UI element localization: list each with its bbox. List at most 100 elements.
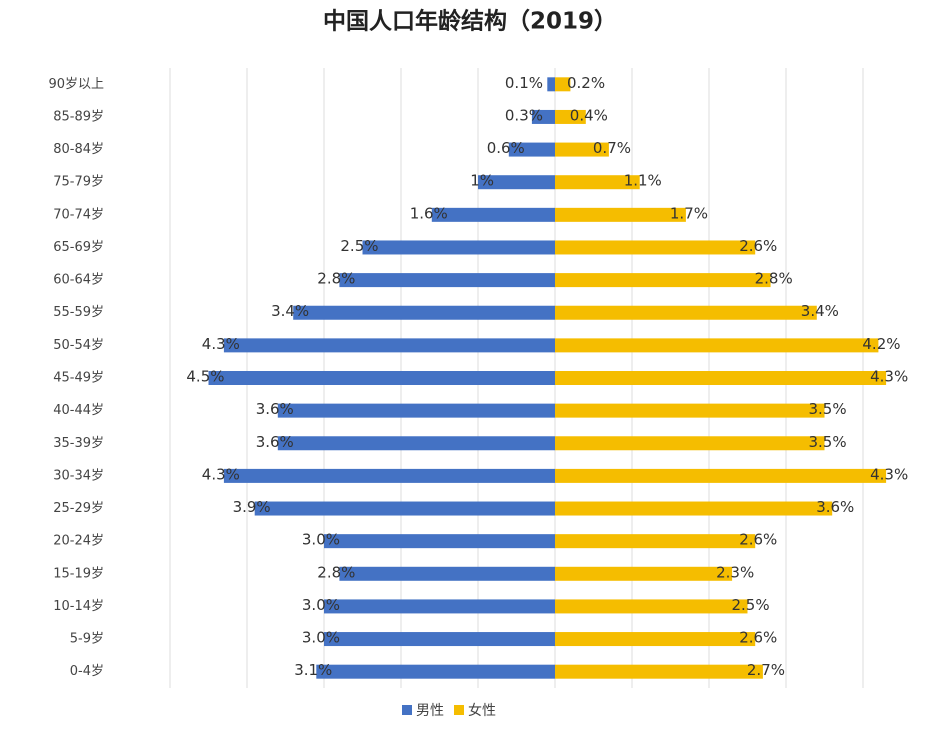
y-tick-label: 45-49岁 bbox=[53, 371, 104, 386]
bar bbox=[555, 436, 825, 451]
bar bbox=[431, 207, 555, 222]
legend-label: 男性 bbox=[416, 703, 444, 719]
bar bbox=[508, 142, 555, 157]
bar bbox=[555, 77, 571, 92]
data-label: 4.3% bbox=[202, 335, 240, 353]
y-tick-label: 50-54岁 bbox=[53, 338, 104, 353]
y-tick-label: 80-84岁 bbox=[53, 142, 104, 157]
data-label: 2.5% bbox=[732, 596, 770, 614]
data-label: 2.6% bbox=[739, 237, 777, 255]
data-label: 2.6% bbox=[739, 531, 777, 549]
y-tick-label: 5-9岁 bbox=[70, 632, 104, 647]
bar bbox=[555, 371, 887, 385]
y-tick-label: 40-44岁 bbox=[53, 403, 104, 418]
data-label: 2.5% bbox=[340, 237, 378, 255]
bar bbox=[555, 240, 756, 255]
bar bbox=[324, 534, 555, 549]
y-tick-label: 20-24岁 bbox=[53, 534, 104, 549]
y-tick-label: 60-64岁 bbox=[53, 273, 104, 288]
data-label: 0.2% bbox=[567, 74, 605, 92]
chart-title: 中国人口年龄结构（2019） bbox=[323, 8, 617, 35]
data-label: 4.3% bbox=[870, 465, 908, 483]
data-label: 3.5% bbox=[809, 433, 847, 451]
data-label: 1.7% bbox=[670, 204, 708, 222]
y-tick-label: 10-14岁 bbox=[53, 599, 104, 614]
bar bbox=[555, 305, 817, 320]
bar bbox=[555, 501, 833, 516]
legend-swatch bbox=[402, 705, 412, 715]
data-label: 2.8% bbox=[317, 563, 355, 581]
data-label: 4.5% bbox=[186, 368, 224, 386]
data-label: 4.3% bbox=[202, 465, 240, 483]
bar bbox=[277, 436, 555, 451]
y-tick-label: 90岁以上 bbox=[48, 77, 104, 92]
data-label: 3.0% bbox=[302, 531, 340, 549]
y-tick-label: 15-19岁 bbox=[53, 566, 104, 581]
data-label: 1% bbox=[470, 172, 494, 190]
y-tick-label: 35-39岁 bbox=[53, 436, 104, 451]
data-label: 3.6% bbox=[256, 433, 294, 451]
data-label: 2.6% bbox=[739, 629, 777, 647]
bar bbox=[223, 468, 555, 483]
data-label: 3.1% bbox=[294, 661, 332, 679]
bar bbox=[478, 175, 555, 190]
bar bbox=[547, 77, 555, 92]
data-label: 2.7% bbox=[747, 661, 785, 679]
data-label: 3.5% bbox=[809, 400, 847, 418]
data-label: 3.6% bbox=[256, 400, 294, 418]
bar bbox=[555, 207, 686, 222]
bar bbox=[293, 305, 555, 320]
bar bbox=[254, 501, 555, 516]
data-label: 1.6% bbox=[410, 204, 448, 222]
bar bbox=[555, 403, 825, 418]
bar bbox=[324, 599, 555, 614]
data-label: 2.3% bbox=[716, 563, 754, 581]
y-tick-label: 70-74岁 bbox=[53, 207, 104, 222]
bar bbox=[223, 338, 555, 353]
bar bbox=[339, 273, 555, 288]
data-label: 3.0% bbox=[302, 629, 340, 647]
bar bbox=[531, 109, 555, 124]
bar bbox=[555, 175, 640, 190]
bar bbox=[362, 240, 555, 255]
data-label: 0.4% bbox=[570, 106, 608, 124]
y-tick-label: 25-29岁 bbox=[53, 501, 104, 516]
bar bbox=[208, 371, 555, 385]
data-label: 3.4% bbox=[271, 302, 309, 320]
legend-swatch bbox=[454, 705, 464, 715]
data-label: 4.3% bbox=[870, 368, 908, 386]
y-tick-label: 0-4岁 bbox=[70, 664, 104, 679]
bar bbox=[555, 338, 879, 353]
bar bbox=[555, 632, 756, 647]
data-label: 0.1% bbox=[505, 74, 543, 92]
bar bbox=[277, 403, 555, 418]
data-label: 0.3% bbox=[505, 106, 543, 124]
data-label: 4.2% bbox=[862, 335, 900, 353]
bar bbox=[555, 534, 756, 549]
data-label: 2.8% bbox=[755, 270, 793, 288]
data-label: 0.7% bbox=[593, 139, 631, 157]
legend-label: 女性 bbox=[468, 702, 496, 719]
data-label: 3.4% bbox=[801, 302, 839, 320]
y-tick-label: 65-69岁 bbox=[53, 240, 104, 255]
data-label: 3.6% bbox=[816, 498, 854, 516]
bar bbox=[555, 142, 609, 157]
bar bbox=[555, 273, 771, 288]
y-tick-label: 30-34岁 bbox=[53, 468, 104, 483]
y-tick-label: 85-89岁 bbox=[53, 109, 104, 124]
bar bbox=[555, 109, 586, 124]
bar bbox=[339, 566, 555, 581]
bar bbox=[316, 664, 555, 679]
y-tick-label: 75-79岁 bbox=[53, 175, 104, 190]
bar bbox=[555, 664, 763, 679]
data-label: 2.8% bbox=[317, 270, 355, 288]
bar bbox=[324, 632, 555, 647]
bar bbox=[555, 599, 748, 614]
data-label: 3.0% bbox=[302, 596, 340, 614]
bar bbox=[555, 566, 733, 581]
y-tick-label: 55-59岁 bbox=[53, 305, 104, 320]
data-label: 0.6% bbox=[487, 139, 525, 157]
bar bbox=[555, 468, 887, 483]
data-label: 1.1% bbox=[624, 172, 662, 190]
